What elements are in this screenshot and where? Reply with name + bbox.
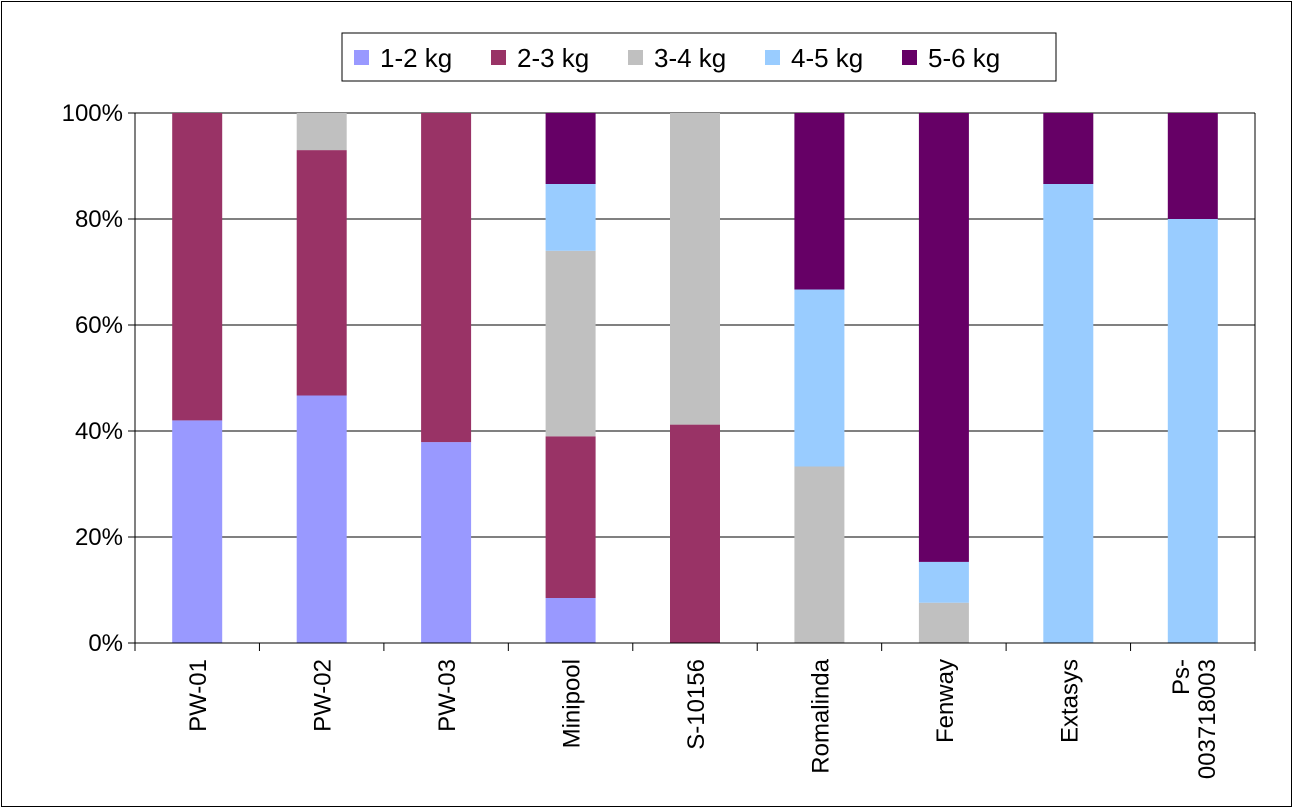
axes	[134, 113, 1255, 644]
x-tick-label-Ps-003718003: 003718003	[1194, 659, 1221, 779]
bar-segment-PW-01-2-3kg	[172, 113, 223, 421]
y-tick-label: 100%	[62, 100, 123, 127]
x-tick-label-Extasys: Extasys	[1056, 659, 1083, 743]
bar-segment-Minipool-1-2kg	[545, 598, 596, 643]
bar-segment-Minipool-4-5kg	[545, 184, 596, 251]
x-tick-label-Minipool: Minipool	[559, 659, 586, 748]
bar-segment-S-10156-3-4kg	[670, 113, 720, 425]
y-tick-label: 20%	[75, 524, 123, 551]
x-tick-label-PW-03: PW-03	[434, 659, 461, 732]
legend-swatch-5-6kg	[902, 50, 917, 65]
y-tick-label: 0%	[88, 630, 123, 657]
bar-segment-PW-02-3-4kg	[296, 113, 347, 151]
bar-segment-PW-01-1-2kg	[172, 420, 223, 643]
x-tick-label-Ps-003718003: Ps-	[1168, 659, 1195, 695]
bar-segment-Minipool-3-4kg	[545, 250, 596, 437]
bar-segment-Extasys-4-5kg	[1043, 184, 1094, 643]
legend-swatch-2-3kg	[491, 50, 506, 65]
legend-swatch-1-2kg	[354, 50, 369, 65]
legend-label-4-5kg: 4-5 kg	[791, 43, 863, 73]
x-tick-label-Romalinda: Romalinda	[807, 658, 834, 773]
bar-segment-S-10156-2-3kg	[670, 424, 720, 643]
bar-segment-PW-02-1-2kg	[296, 395, 347, 643]
legend: 1-2 kg 2-3 kg 3-4 kg 4-5 kg 5-6 kg	[341, 32, 1057, 82]
legend-label-5-6kg: 5-6 kg	[928, 43, 1000, 73]
bars	[172, 113, 1218, 643]
y-tick-label: 80%	[75, 206, 123, 233]
legend-label-3-4kg: 3-4 kg	[654, 43, 726, 73]
x-tick-label-S-10156: S-10156	[683, 659, 710, 750]
bar-segment-Ps-003718003-5-6kg	[1167, 113, 1218, 219]
bar-segment-Fenway-3-4kg	[918, 602, 969, 643]
bar-segment-Minipool-2-3kg	[545, 436, 596, 598]
x-axis-ticks: PW-01 PW-02 PW-03 Minipool S-10156 Romalinda F…	[134, 643, 1256, 779]
bar-segment-Extasys-5-6kg	[1043, 113, 1094, 184]
x-tick-label-Fenway: Fenway	[932, 659, 959, 743]
bar-segment-Minipool-5-6kg	[545, 113, 596, 184]
legend-swatch-4-5kg	[765, 50, 780, 65]
bar-segment-PW-03-1-2kg	[421, 442, 472, 643]
bar-segment-Romalinda-5-6kg	[794, 113, 845, 290]
x-tick-label-PW-02: PW-02	[310, 659, 337, 732]
y-tick-label: 40%	[75, 418, 123, 445]
x-tick-label-PW-01: PW-01	[185, 659, 212, 732]
legend-box	[341, 32, 1057, 82]
bar-segment-Fenway-4-5kg	[918, 561, 969, 603]
y-axis-ticks: 0% 20% 40% 60% 80% 100%	[62, 100, 135, 657]
bar-segment-Romalinda-4-5kg	[794, 289, 845, 467]
bar-segment-Romalinda-3-4kg	[794, 466, 845, 643]
legend-label-2-3kg: 2-3 kg	[517, 43, 589, 73]
legend-swatch-3-4kg	[628, 50, 643, 65]
bar-segment-PW-03-2-3kg	[421, 113, 472, 443]
legend-label-1-2kg: 1-2 kg	[380, 43, 452, 73]
y-tick-label: 60%	[75, 312, 123, 339]
bar-segment-Fenway-5-6kg	[918, 113, 969, 562]
bar-segment-Ps-003718003-4-5kg	[1167, 219, 1218, 643]
bar-segment-PW-02-2-3kg	[296, 150, 347, 396]
